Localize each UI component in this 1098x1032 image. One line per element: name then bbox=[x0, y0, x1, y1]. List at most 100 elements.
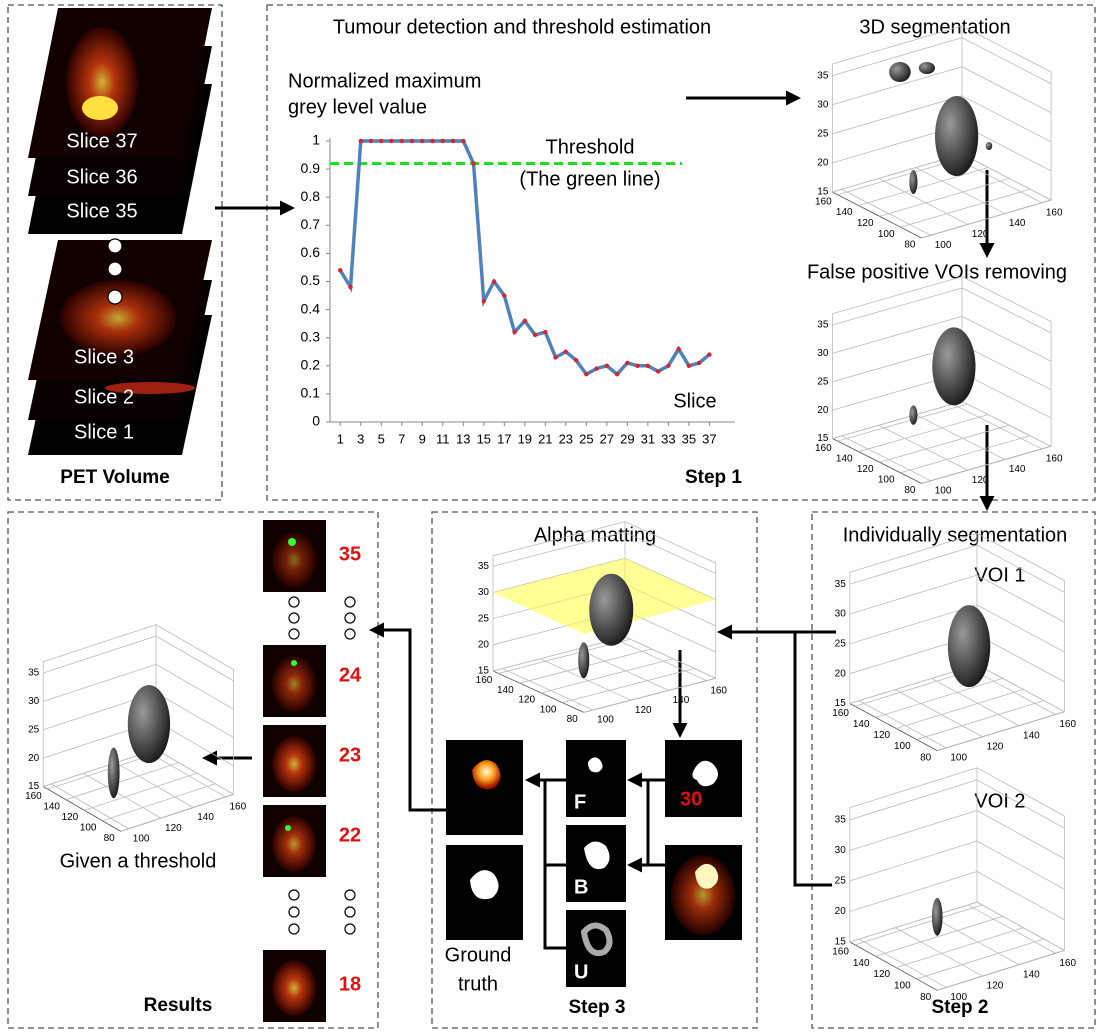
x-tick-label: 5 bbox=[378, 431, 385, 446]
threshold-label: (The green line) bbox=[519, 168, 660, 190]
z-tick-label: 25 bbox=[835, 639, 847, 650]
z-tick-label: 25 bbox=[817, 376, 829, 387]
ellipsis-dot bbox=[345, 907, 355, 917]
grid-line bbox=[962, 154, 1051, 200]
grid-line bbox=[859, 168, 989, 206]
data-point bbox=[666, 364, 670, 368]
x-tick-label: 120 bbox=[972, 229, 989, 240]
ellipsis-dot bbox=[289, 907, 299, 917]
y-tick-label: 100 bbox=[878, 229, 895, 240]
segmented-voi bbox=[986, 142, 992, 150]
data-point bbox=[615, 372, 619, 376]
y-tick-label: 0.3 bbox=[301, 328, 321, 344]
grid-line bbox=[880, 178, 1010, 216]
slice-number: 24 bbox=[339, 664, 362, 686]
data-point bbox=[400, 139, 404, 143]
grid-line bbox=[156, 749, 234, 794]
ellipsis-dot bbox=[289, 613, 299, 623]
labels: Tumour detection and threshold estimatio… bbox=[60, 16, 1068, 1018]
grid-line bbox=[832, 288, 962, 325]
z-tick-label: 30 bbox=[817, 99, 829, 110]
y-tick-label: 140 bbox=[43, 801, 60, 812]
data-point bbox=[379, 139, 383, 143]
y-axis-label: grey level value bbox=[288, 96, 427, 118]
data-point bbox=[635, 364, 639, 368]
ellipsis-dot bbox=[108, 239, 122, 253]
data-point bbox=[420, 139, 424, 143]
segment bbox=[288, 538, 296, 546]
grid-line bbox=[953, 404, 1042, 449]
data-point bbox=[348, 285, 352, 289]
z-tick-label: 25 bbox=[835, 876, 847, 887]
grid-line bbox=[578, 649, 669, 690]
data-point bbox=[646, 364, 650, 368]
grid-line bbox=[116, 763, 194, 808]
panel-label: Results bbox=[144, 995, 213, 1016]
grid-line bbox=[876, 678, 1003, 717]
data-point bbox=[430, 139, 434, 143]
z-tick-label: 25 bbox=[478, 613, 490, 624]
z-tick-label: 20 bbox=[817, 158, 829, 169]
data-point bbox=[369, 139, 373, 143]
pet-glow bbox=[272, 736, 316, 792]
data-point bbox=[523, 319, 527, 323]
data-point bbox=[482, 299, 486, 303]
z-tick-label: 35 bbox=[835, 579, 847, 590]
grid-line bbox=[43, 636, 156, 673]
data-point bbox=[533, 333, 537, 337]
data-point bbox=[656, 369, 660, 373]
x-tick-label: 160 bbox=[710, 685, 727, 696]
z-tick-label: 35 bbox=[478, 561, 490, 572]
x-tick-label: 1 bbox=[337, 431, 344, 446]
grid-line bbox=[895, 928, 982, 976]
grid-line bbox=[850, 841, 977, 881]
grid-line bbox=[962, 316, 1051, 361]
data-point bbox=[441, 139, 445, 143]
results-column: 35 24 23 22 18 bbox=[263, 520, 362, 1022]
pet-glow bbox=[272, 960, 316, 1016]
slice-number: 23 bbox=[339, 744, 361, 766]
grid-line bbox=[850, 575, 977, 614]
y-tick-label: 120 bbox=[873, 730, 890, 741]
y-tick-label: 0.2 bbox=[301, 357, 321, 373]
x-tick-label: 33 bbox=[661, 431, 675, 446]
grid-line bbox=[156, 664, 234, 709]
y-tick-label: 120 bbox=[873, 969, 890, 980]
data-point bbox=[410, 139, 414, 143]
caption: Given a threshold bbox=[60, 850, 217, 872]
y-tick-label: 0.6 bbox=[301, 244, 321, 260]
z-tick-label: 20 bbox=[835, 668, 847, 679]
x-tick-label: 140 bbox=[1023, 730, 1040, 741]
y-tick-label: 100 bbox=[80, 822, 97, 833]
x-tick-label: 120 bbox=[987, 741, 1004, 752]
x-tick-label: 25 bbox=[579, 431, 593, 446]
step-label: Step 1 bbox=[685, 467, 742, 488]
connector bbox=[795, 632, 832, 885]
z-tick-label: 35 bbox=[28, 668, 40, 679]
grid-line bbox=[850, 780, 977, 820]
x-tick-label: 120 bbox=[635, 705, 652, 716]
ellipsis-dot bbox=[108, 290, 122, 304]
grid-line bbox=[879, 425, 968, 470]
ellipsis-dot bbox=[289, 629, 299, 639]
grid-line bbox=[932, 678, 1019, 725]
data-point bbox=[687, 364, 691, 368]
data-point bbox=[543, 330, 547, 334]
grid-line bbox=[968, 905, 1055, 953]
x-tick-label: 120 bbox=[987, 981, 1004, 992]
x-tick-label: 21 bbox=[538, 431, 552, 446]
x-tick-label: 29 bbox=[620, 431, 634, 446]
y-tick-label: 0.8 bbox=[301, 188, 321, 204]
slice-label: Slice 3 bbox=[74, 346, 134, 368]
x-tick-label: 7 bbox=[398, 431, 405, 446]
trimap-label: B bbox=[574, 876, 588, 898]
step-label: Step 3 bbox=[568, 997, 625, 1018]
ellipsis-dot bbox=[108, 262, 122, 276]
data-point bbox=[574, 358, 578, 362]
ellipsis-dot bbox=[289, 924, 299, 934]
x-tick-label: 37 bbox=[702, 431, 716, 446]
z-tick-label: 25 bbox=[817, 128, 829, 139]
diagram: Slice 37 Slice 36 Slice 35 Slice 3 Slice… bbox=[0, 0, 1098, 1032]
y-tick-label: 80 bbox=[104, 833, 116, 844]
grid-line bbox=[962, 288, 1051, 333]
